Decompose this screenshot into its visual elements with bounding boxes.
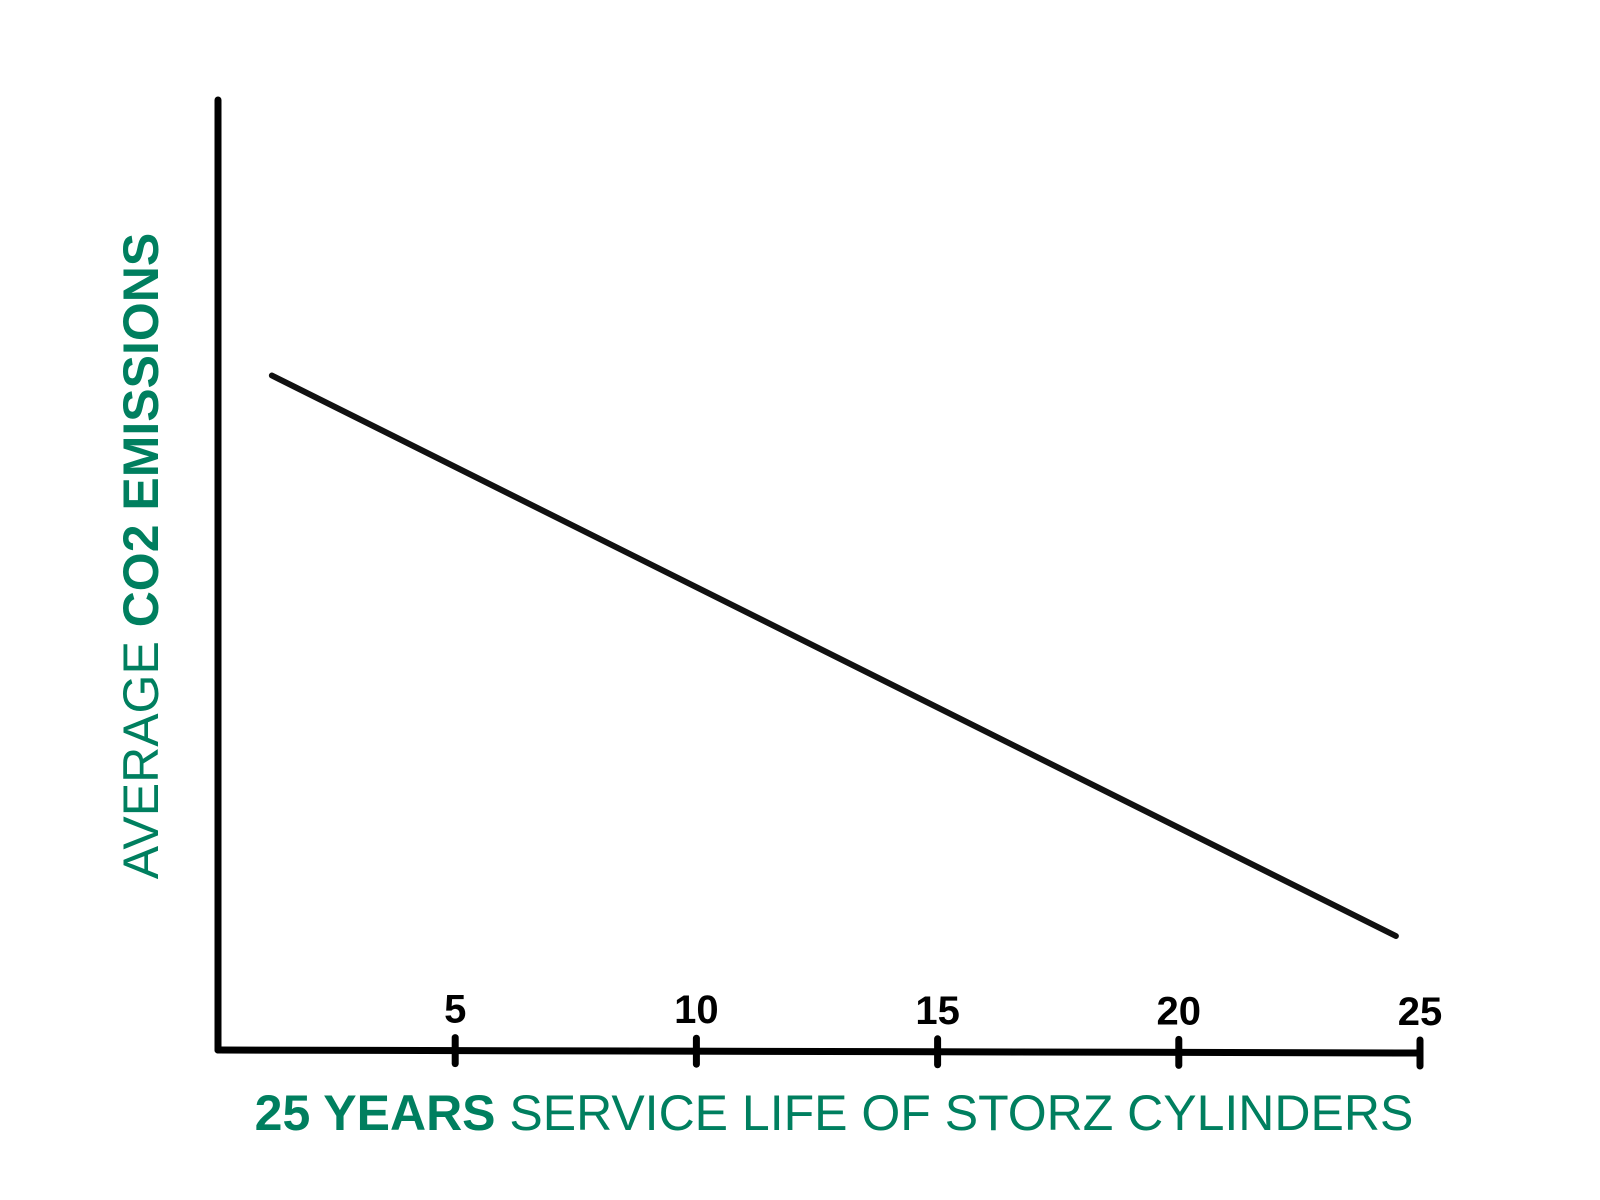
series-line <box>268 372 1399 939</box>
x-axis-label: 25 YEARS SERVICE LIFE OF STORZ CYLINDERS <box>255 1085 1414 1141</box>
x-axis-label-regular: SERVICE LIFE OF STORZ CYLINDERS <box>496 1085 1414 1141</box>
series <box>268 372 1399 939</box>
x-ticks: 5 10 15 20 25 <box>444 988 1443 1070</box>
x-tick-label-10: 10 <box>674 988 719 1032</box>
x-axis <box>214 1046 1424 1057</box>
y-axis-label-bold: CO2 EMISSIONS <box>113 233 169 628</box>
x-tick-label-25: 25 <box>1398 990 1443 1034</box>
y-axis-label: AVERAGE CO2 EMISSIONS <box>113 233 169 879</box>
x-axis-label-bold: 25 YEARS <box>255 1085 496 1141</box>
y-axis-label-regular: AVERAGE <box>113 627 169 879</box>
x-tick-label-5: 5 <box>444 988 466 1032</box>
x-tick-label-20: 20 <box>1157 989 1202 1033</box>
x-tick-label-15: 15 <box>915 989 960 1033</box>
